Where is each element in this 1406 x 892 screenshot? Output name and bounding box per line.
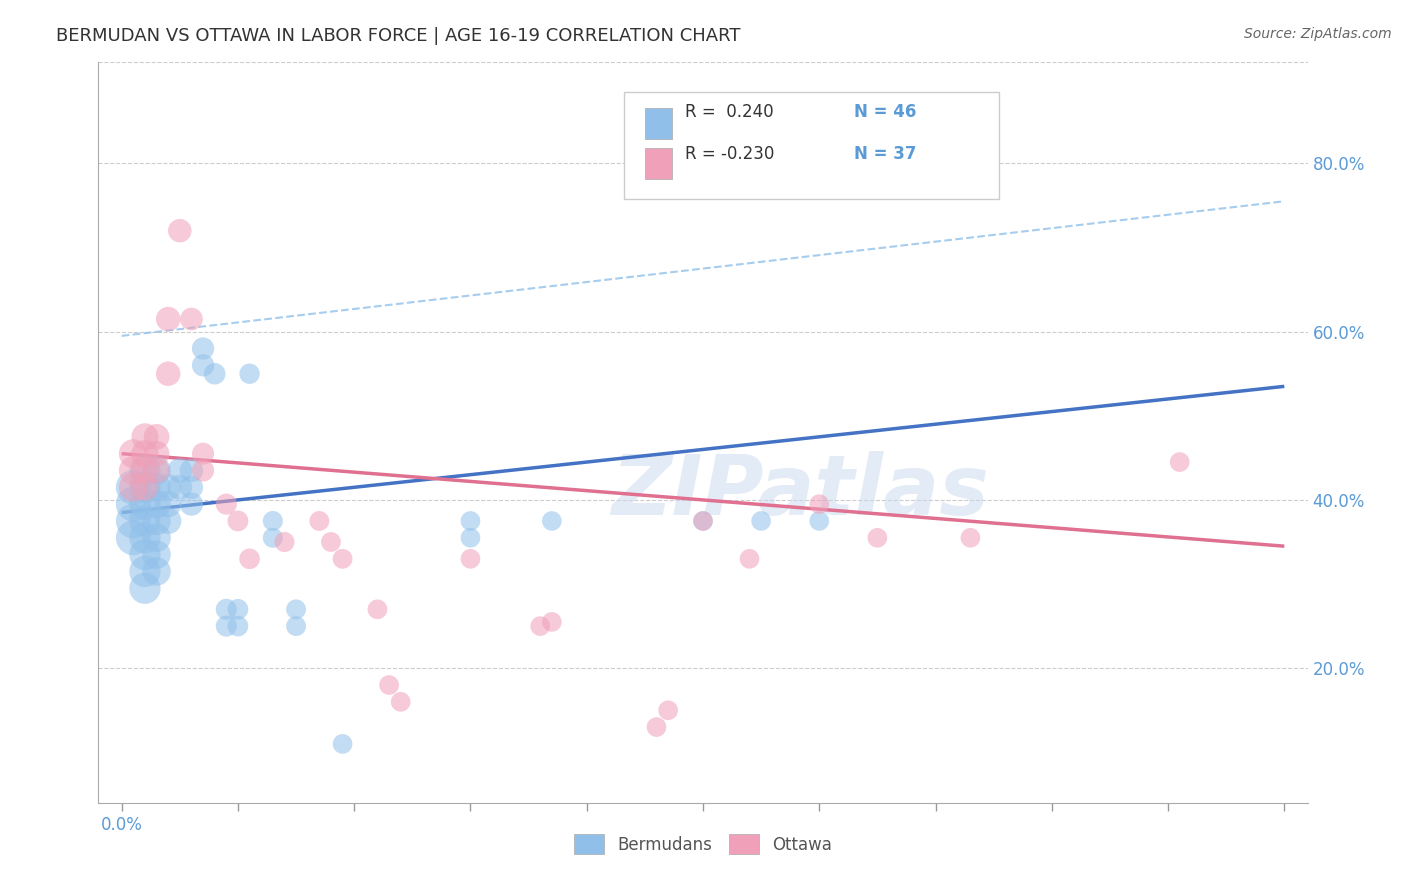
Point bbox=[134, 463, 156, 477]
Point bbox=[285, 619, 308, 633]
Point bbox=[226, 514, 249, 528]
Text: ZIPatlas: ZIPatlas bbox=[610, 451, 988, 533]
Point bbox=[134, 497, 156, 511]
Point bbox=[692, 514, 714, 528]
Point bbox=[145, 463, 167, 477]
Point bbox=[145, 514, 167, 528]
Point bbox=[180, 497, 202, 511]
Point bbox=[959, 531, 981, 545]
Point bbox=[191, 342, 214, 356]
Point bbox=[180, 312, 202, 326]
Point bbox=[738, 551, 761, 566]
Point bbox=[145, 463, 167, 477]
FancyBboxPatch shape bbox=[624, 92, 1000, 200]
Point bbox=[134, 447, 156, 461]
Point bbox=[389, 695, 412, 709]
Point bbox=[145, 430, 167, 444]
Point bbox=[460, 551, 482, 566]
Point bbox=[215, 602, 238, 616]
Point bbox=[204, 367, 226, 381]
Point bbox=[122, 480, 145, 494]
Point bbox=[540, 514, 562, 528]
Point bbox=[145, 531, 167, 545]
Point bbox=[122, 480, 145, 494]
Point bbox=[215, 619, 238, 633]
Point bbox=[319, 535, 342, 549]
Point bbox=[273, 535, 295, 549]
Point bbox=[180, 463, 202, 477]
Point bbox=[145, 565, 167, 579]
Text: R =  0.240: R = 0.240 bbox=[685, 103, 773, 121]
Point bbox=[157, 367, 180, 381]
Point bbox=[540, 615, 562, 629]
Point bbox=[169, 463, 191, 477]
Point bbox=[157, 514, 180, 528]
Point bbox=[191, 463, 214, 477]
Point bbox=[134, 480, 156, 494]
Point bbox=[134, 581, 156, 595]
Point bbox=[134, 548, 156, 562]
Point bbox=[215, 497, 238, 511]
Point bbox=[378, 678, 401, 692]
Point bbox=[122, 463, 145, 477]
Point bbox=[191, 447, 214, 461]
Point bbox=[285, 602, 308, 616]
Point bbox=[866, 531, 889, 545]
Text: N = 37: N = 37 bbox=[855, 145, 917, 162]
Point bbox=[134, 565, 156, 579]
Point bbox=[180, 480, 202, 494]
Point bbox=[239, 551, 262, 566]
Point bbox=[332, 737, 354, 751]
Point bbox=[226, 602, 249, 616]
Point bbox=[134, 480, 156, 494]
Point bbox=[332, 551, 354, 566]
Point bbox=[460, 514, 482, 528]
Point bbox=[122, 531, 145, 545]
Point bbox=[460, 531, 482, 545]
Point bbox=[134, 463, 156, 477]
Point bbox=[122, 514, 145, 528]
Point bbox=[366, 602, 388, 616]
Point bbox=[808, 514, 831, 528]
Point bbox=[134, 514, 156, 528]
Point bbox=[122, 497, 145, 511]
Point bbox=[262, 531, 284, 545]
Point bbox=[169, 480, 191, 494]
Point bbox=[145, 548, 167, 562]
Point bbox=[692, 514, 714, 528]
Point bbox=[657, 703, 679, 717]
FancyBboxPatch shape bbox=[645, 147, 672, 178]
Point bbox=[145, 497, 167, 511]
Point bbox=[122, 447, 145, 461]
Point bbox=[145, 447, 167, 461]
Point bbox=[157, 312, 180, 326]
Point bbox=[145, 480, 167, 494]
Text: N = 46: N = 46 bbox=[855, 103, 917, 121]
Text: Source: ZipAtlas.com: Source: ZipAtlas.com bbox=[1244, 27, 1392, 41]
Point bbox=[239, 367, 262, 381]
Point bbox=[1168, 455, 1191, 469]
Point bbox=[262, 514, 284, 528]
Point bbox=[226, 619, 249, 633]
Point bbox=[749, 514, 772, 528]
Legend: Bermudans, Ottawa: Bermudans, Ottawa bbox=[567, 828, 839, 861]
Point bbox=[157, 480, 180, 494]
Text: R = -0.230: R = -0.230 bbox=[685, 145, 775, 162]
Point bbox=[191, 359, 214, 373]
Point bbox=[529, 619, 551, 633]
Point bbox=[134, 430, 156, 444]
Point bbox=[134, 531, 156, 545]
FancyBboxPatch shape bbox=[645, 108, 672, 138]
Text: BERMUDAN VS OTTAWA IN LABOR FORCE | AGE 16-19 CORRELATION CHART: BERMUDAN VS OTTAWA IN LABOR FORCE | AGE … bbox=[56, 27, 741, 45]
Point bbox=[308, 514, 330, 528]
Point bbox=[157, 497, 180, 511]
Point bbox=[169, 224, 191, 238]
Point bbox=[808, 497, 831, 511]
Point bbox=[645, 720, 668, 734]
